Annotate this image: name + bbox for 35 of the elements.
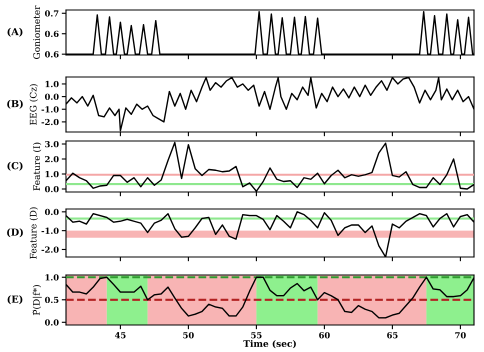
y-axis-title: Feature (D) <box>30 207 38 259</box>
x-tick-label: 45 <box>114 332 126 338</box>
y-tick-label: -1.0 <box>42 228 59 234</box>
y-axis-title: P̃(D|f*) <box>32 285 42 316</box>
y-tick-label: 0.0 <box>44 208 59 216</box>
line-series <box>66 211 474 257</box>
y-tick-label: 0.7 <box>44 10 58 17</box>
y-tick-label: 0.0 <box>44 319 59 326</box>
y-tick-label: 1.0 <box>46 80 59 88</box>
y-tick-label: 0.6 <box>44 30 59 38</box>
text: (E) <box>8 295 22 304</box>
x-tick-label: 50 <box>183 332 194 338</box>
text: (C) <box>7 162 23 171</box>
y-tick-label: 0.0 <box>44 186 59 192</box>
y-tick-label: 3.0 <box>45 140 59 148</box>
y-tick-label: 0.5 <box>44 296 58 304</box>
x-tick-label: 60 <box>319 332 330 338</box>
y-tick-label: 0.6 <box>44 51 59 58</box>
y-tick-label: -2.0 <box>42 118 59 126</box>
y-tick-label: 1.0 <box>46 274 59 281</box>
x-axis-title: Time (sec) <box>243 340 296 348</box>
text: (A) <box>8 28 22 37</box>
text: (D) <box>7 228 23 238</box>
x-tick-label: 65 <box>387 332 398 338</box>
x-tick-label: 70 <box>455 332 466 338</box>
y-tick-label: -1.0 <box>42 106 59 113</box>
y-tick-label: 1.0 <box>46 170 59 178</box>
y-tick-label: -2.0 <box>42 246 59 253</box>
text: (B) <box>7 100 23 109</box>
y-axis-title: Goniometer <box>33 6 40 59</box>
y-axis-title: EEG (Cz) <box>30 84 38 125</box>
y-axis-title: Feature (I) <box>33 142 42 191</box>
y-tick-label: 0.0 <box>44 94 59 100</box>
x-tick-label: 55 <box>251 332 262 338</box>
y-tick-label: 2.0 <box>45 156 59 162</box>
